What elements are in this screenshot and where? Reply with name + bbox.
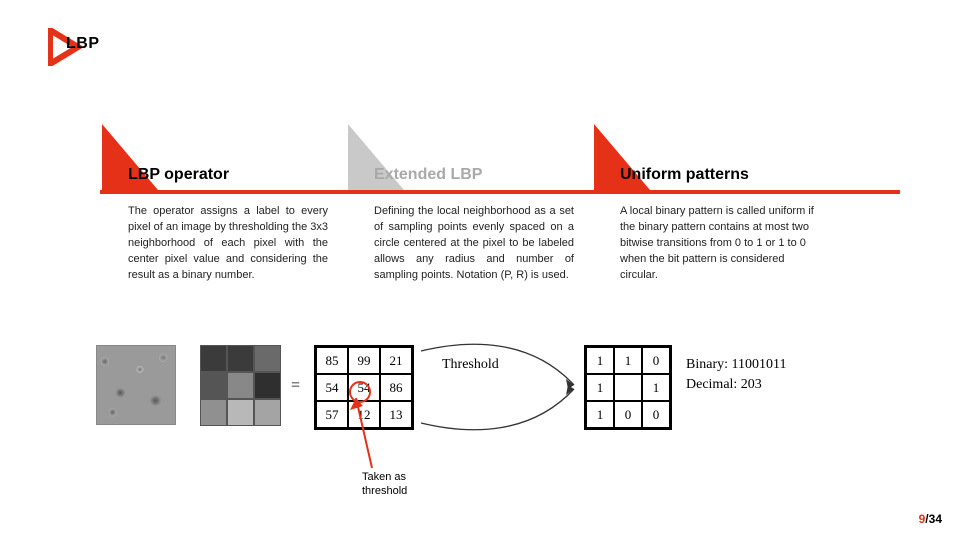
gray-cell xyxy=(200,372,227,399)
body-uniform-patterns: A local binary pattern is called uniform… xyxy=(620,204,820,284)
binary-cell: 1 xyxy=(642,374,670,401)
gray-cell xyxy=(254,372,281,399)
binary-cell: 0 xyxy=(642,347,670,374)
binary-cell: 1 xyxy=(586,374,614,401)
texture-patch xyxy=(96,345,176,425)
page-number: 9/34 xyxy=(919,512,942,526)
heading-lbp-operator: LBP operator xyxy=(128,166,229,184)
heading-extended-lbp: Extended LBP xyxy=(374,166,482,184)
binary-result-label: Binary: 11001011 xyxy=(686,357,786,373)
gray-cell xyxy=(200,399,227,426)
threshold-label: Threshold xyxy=(442,357,499,373)
lbp-diagram: = 85 99 21 54 54 86 57 12 13 Threshold 1… xyxy=(96,335,856,465)
gray-cell xyxy=(254,345,281,372)
page-total: 34 xyxy=(929,512,942,526)
section-underline xyxy=(100,190,900,194)
binary-cell: 1 xyxy=(614,347,642,374)
value-cell: 13 xyxy=(380,401,412,428)
equals-sign: = xyxy=(291,377,300,395)
value-cell: 99 xyxy=(348,347,380,374)
binary-cell: 0 xyxy=(614,401,642,428)
value-cell: 21 xyxy=(380,347,412,374)
gray-level-grid xyxy=(200,345,281,426)
logo-text: LBP xyxy=(66,35,100,53)
binary-cell: 1 xyxy=(586,347,614,374)
gray-cell xyxy=(227,399,254,426)
annotation-text: Taken as threshold xyxy=(362,470,407,499)
body-lbp-operator: The operator assigns a label to every pi… xyxy=(128,204,328,284)
threshold-arrow-icon xyxy=(416,341,586,433)
body-extended-lbp: Defining the local neighborhood as a set… xyxy=(374,204,574,284)
slide: LBP LBP operator Extended LBP Uniform pa… xyxy=(0,0,960,540)
binary-grid: 1 1 0 1 1 1 0 0 xyxy=(584,345,672,430)
binary-cell-center xyxy=(614,374,642,401)
page-logo: LBP xyxy=(48,28,100,66)
heading-uniform-patterns: Uniform patterns xyxy=(620,166,749,184)
value-cell: 86 xyxy=(380,374,412,401)
binary-cell: 1 xyxy=(586,401,614,428)
gray-cell xyxy=(227,345,254,372)
decimal-result-label: Decimal: 203 xyxy=(686,377,762,393)
annotation-line2: threshold xyxy=(362,485,407,497)
binary-cell: 0 xyxy=(642,401,670,428)
value-cell: 85 xyxy=(316,347,348,374)
annotation-line1: Taken as xyxy=(362,471,406,483)
gray-cell xyxy=(200,345,227,372)
annotation-arrow-icon xyxy=(342,396,382,474)
gray-cell xyxy=(254,399,281,426)
gray-cell xyxy=(227,372,254,399)
